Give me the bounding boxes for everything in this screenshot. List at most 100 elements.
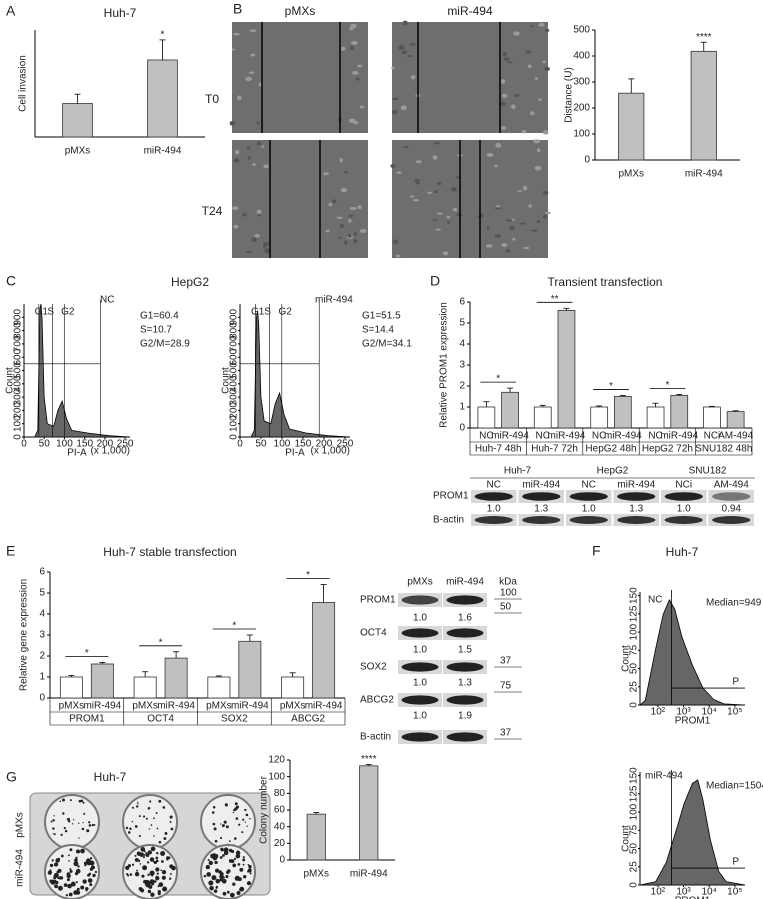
colony	[125, 826, 129, 830]
cell	[486, 226, 490, 230]
kda-header: kDa	[499, 577, 517, 588]
colony	[139, 852, 144, 857]
colony	[239, 886, 245, 892]
stat-label: Median=949	[706, 598, 762, 609]
cell	[401, 50, 407, 55]
colony	[129, 873, 133, 876]
cell	[234, 149, 240, 155]
colony	[215, 868, 220, 873]
colony	[160, 869, 162, 872]
colony	[153, 817, 155, 820]
gate-label: P	[732, 857, 739, 868]
colony	[83, 861, 88, 865]
y-tick-label: 400	[13, 375, 24, 392]
blot-band	[474, 492, 513, 501]
colony	[75, 849, 81, 854]
bar	[726, 411, 745, 429]
column-label: miR-494	[447, 4, 493, 18]
colony	[232, 882, 236, 886]
x-tick-label: 200	[316, 439, 333, 450]
colony	[86, 829, 90, 833]
colony	[92, 873, 96, 878]
x-sublabel: pMXs	[206, 701, 232, 712]
cell	[544, 211, 551, 215]
colony	[69, 869, 73, 873]
x-tick-label: 250	[337, 439, 354, 450]
cell	[263, 242, 270, 247]
colony	[148, 828, 151, 830]
stat-label: Median=1504	[706, 781, 763, 792]
bar	[133, 676, 157, 699]
blot-band	[712, 516, 751, 524]
bar	[90, 663, 114, 699]
cell	[538, 22, 545, 27]
cell	[450, 187, 458, 192]
cell	[356, 64, 363, 68]
y-tick-label: 700	[229, 335, 240, 352]
colony	[67, 883, 72, 889]
histogram	[240, 310, 351, 438]
cell	[485, 244, 493, 248]
cell	[344, 171, 349, 174]
y-tick-label: 6	[459, 297, 465, 308]
cell	[510, 104, 516, 110]
bar	[477, 406, 496, 429]
colony	[169, 815, 173, 819]
colony	[54, 884, 59, 889]
bar	[590, 406, 609, 429]
kda-label: 50	[500, 602, 512, 613]
colony	[73, 861, 79, 867]
cell	[434, 189, 439, 194]
quantification: 0.94	[722, 504, 742, 515]
x-tick-label: pMXs	[303, 869, 329, 880]
x-tick-label: OCT4	[147, 714, 174, 725]
colony	[203, 874, 207, 878]
cell	[452, 208, 458, 212]
y-tick-label: 120	[268, 755, 285, 766]
colony	[155, 876, 160, 881]
bar	[613, 396, 632, 429]
well	[122, 794, 178, 850]
colony	[162, 806, 166, 809]
colony	[78, 837, 80, 839]
cell	[502, 52, 507, 57]
colony	[225, 875, 229, 879]
cell	[435, 228, 441, 231]
y-tick-label: 900	[229, 309, 240, 326]
colony	[65, 894, 69, 897]
bar	[62, 103, 93, 138]
y-tick-label: 600	[229, 348, 240, 365]
colony	[53, 833, 56, 836]
colony	[242, 863, 245, 866]
blot-band	[522, 492, 561, 501]
colony	[242, 856, 245, 859]
colony	[247, 864, 250, 866]
gate-label: S	[47, 307, 54, 318]
cell	[432, 155, 438, 160]
lane-label: miR-494	[617, 480, 655, 491]
colony	[80, 885, 85, 890]
colony	[145, 853, 150, 858]
cell	[542, 130, 549, 135]
y-tick-label: 400	[573, 51, 590, 62]
x-tick-label: 10⁴	[701, 707, 716, 718]
colony	[147, 889, 152, 894]
blot-group: Huh-7	[504, 466, 532, 477]
colony	[155, 856, 159, 860]
colony	[52, 827, 55, 830]
blot-band	[401, 732, 439, 742]
cell	[249, 29, 257, 32]
y-tick-label: 300	[229, 388, 240, 405]
bar	[618, 92, 645, 161]
panel-title: Huh-7 stable transfection	[103, 545, 236, 559]
significance: *	[232, 621, 236, 632]
y-axis-label: Count	[5, 367, 16, 394]
colony	[74, 872, 79, 876]
y-tick-label: 0	[584, 155, 590, 166]
cell	[248, 71, 255, 74]
colony	[140, 888, 145, 893]
blot-band	[617, 516, 656, 524]
colony	[141, 874, 145, 878]
bar	[501, 391, 519, 429]
colony	[169, 877, 172, 880]
